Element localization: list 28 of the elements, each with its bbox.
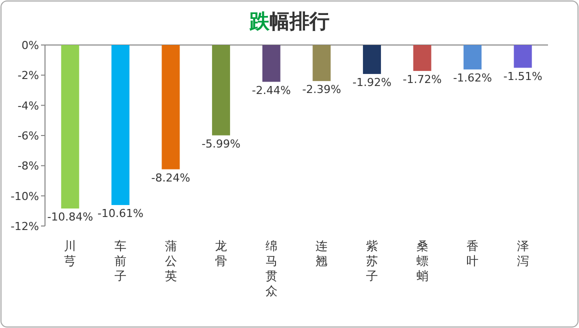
x-tick-label: 连翘: [316, 239, 328, 268]
data-label: -1.62%: [453, 71, 492, 84]
data-label: -1.72%: [402, 72, 442, 86]
y-tick-label: -12%: [10, 220, 39, 233]
y-tick-label: -10%: [10, 190, 39, 203]
x-tick-label: 蒲公英: [164, 239, 177, 283]
data-label: -10.84%: [47, 210, 94, 224]
y-tick-label: -6%: [18, 130, 39, 142]
x-tick-label: 香叶: [466, 239, 479, 268]
y-tick-label: 0%: [22, 39, 39, 52]
data-label: -8.24%: [151, 171, 190, 184]
data-label: -1.51%: [503, 70, 542, 83]
x-tick-label: 龙骨: [215, 239, 228, 268]
data-label: -2.39%: [302, 83, 342, 96]
x-tick-label: 紫苏子: [366, 239, 378, 283]
title: 跌幅排行: [250, 9, 330, 33]
x-tick-label: 绵马贯众: [265, 239, 278, 298]
y-tick-label: -2%: [18, 69, 39, 82]
data-label: -5.99%: [202, 137, 241, 150]
y-tick-label: -4%: [18, 99, 39, 112]
x-tick-label: 泽泻: [516, 239, 529, 268]
x-tick-label: 车前子: [114, 239, 126, 283]
y-tick-label: -8%: [18, 160, 39, 173]
x-tick-label: 川芎: [64, 239, 76, 268]
x-tick-label: 桑螵蛸: [416, 239, 428, 283]
data-label: -10.61%: [97, 207, 144, 220]
data-label: -1.92%: [352, 76, 392, 89]
data-label: -2.44%: [252, 84, 291, 97]
